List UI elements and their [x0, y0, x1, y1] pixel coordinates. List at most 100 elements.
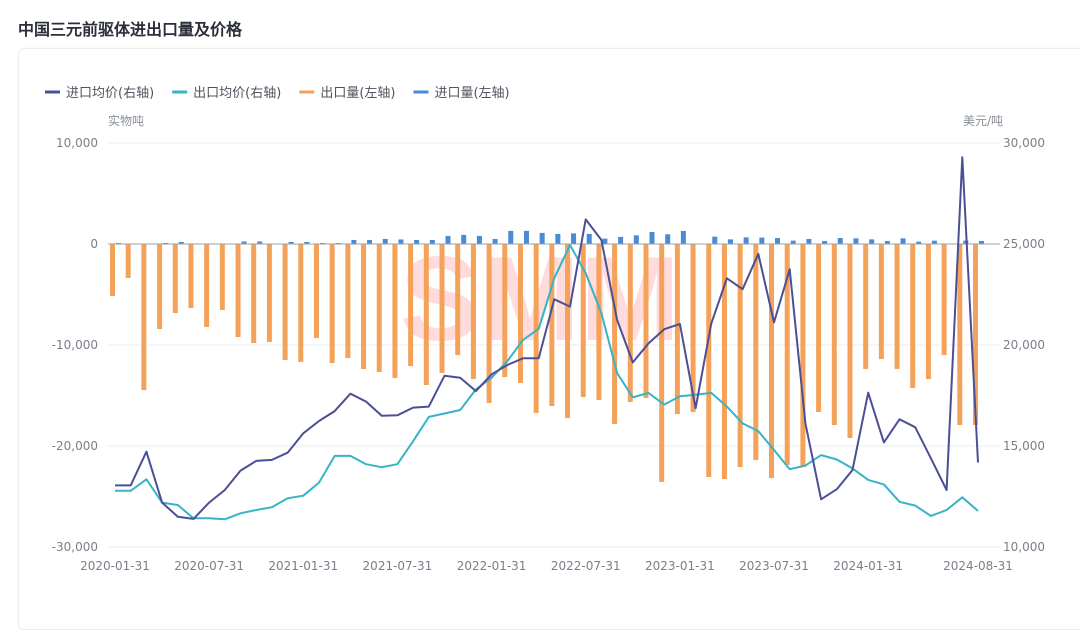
export-volume-bar	[266, 244, 272, 342]
page-title: 中国三元前驱体进出口量及价格	[18, 20, 243, 39]
x-tick-label: 2022-01-31	[457, 559, 527, 573]
import-volume-bar	[633, 235, 639, 244]
export-volume-bar	[517, 244, 523, 383]
export-volume-bar	[423, 244, 429, 385]
export-volume-bar	[957, 244, 963, 425]
import-volume-bar	[116, 242, 121, 244]
export-volume-bar	[769, 244, 775, 479]
left-tick-label: 0	[90, 237, 98, 251]
export-volume-bar	[188, 244, 194, 309]
import-volume-bar	[680, 230, 686, 244]
right-tick-label: 25,000	[1003, 237, 1045, 251]
x-tick-label: 2024-08-31	[943, 559, 1013, 573]
import-volume-bar	[178, 241, 184, 244]
watermark-text: SMM	[400, 232, 680, 366]
x-tick-label: 2024-01-31	[833, 559, 903, 573]
export-volume-bar	[847, 244, 853, 439]
import-volume-bar	[461, 234, 467, 244]
import-volume-bar	[775, 238, 781, 244]
export-volume-bar	[329, 244, 335, 363]
x-tick-label: 2021-01-31	[268, 559, 338, 573]
legend-item-label[interactable]: 出口均价(右轴)	[193, 86, 281, 101]
export-volume-bar	[612, 244, 618, 424]
import-volume-bar	[618, 236, 624, 244]
import-volume-bar	[523, 230, 529, 244]
watermark-logo: SMM	[400, 232, 680, 366]
import-volume-bar	[900, 238, 906, 244]
export-volume-bar	[925, 244, 931, 380]
export-volume-bar	[706, 244, 712, 478]
left-tick-label: -20,000	[52, 439, 98, 453]
x-tick-label: 2023-01-31	[645, 559, 715, 573]
import-volume-bar	[916, 241, 922, 244]
export-volume-bar	[894, 244, 900, 369]
import-volume-bar	[398, 239, 404, 244]
import-volume-bar	[649, 231, 655, 244]
import-volume-bar	[743, 237, 749, 244]
import-volume-bar	[163, 242, 169, 244]
export-volume-bar	[110, 244, 115, 297]
legend-item-label[interactable]: 进口均价(右轴)	[66, 86, 154, 101]
export-volume-bar	[470, 244, 476, 380]
export-volume-bar	[565, 244, 571, 419]
export-volume-bar	[125, 244, 131, 278]
export-volume-bar	[282, 244, 288, 360]
legend: 进口均价(右轴) 出口均价(右轴) 出口量(左轴) 进口量(左轴)	[45, 86, 510, 101]
import-volume-bar	[806, 238, 812, 244]
export-volume-bar	[392, 244, 398, 379]
import-volume-bar	[335, 242, 341, 244]
import-volume-bar	[931, 240, 937, 244]
export-volume-bar	[376, 244, 382, 372]
lines	[115, 156, 979, 521]
import-volume-bar	[822, 240, 828, 244]
export-volume-bar	[910, 244, 916, 389]
export-volume-bar	[157, 244, 163, 330]
import-volume-bar	[712, 236, 718, 244]
x-tick-label: 2023-07-31	[739, 559, 809, 573]
legend-item-label[interactable]: 出口量(左轴)	[320, 86, 395, 101]
import-volume-bar	[571, 233, 577, 244]
export-volume-bar	[863, 244, 869, 369]
export-volume-bar	[251, 244, 257, 343]
right-axis-unit: 美元/吨	[963, 114, 1003, 128]
export-volume-bar	[204, 244, 210, 328]
import-volume-bar	[759, 237, 765, 244]
export-volume-bar	[753, 244, 759, 460]
import-price-line	[115, 156, 979, 520]
legend-item-label[interactable]: 进口量(左轴)	[434, 86, 509, 101]
export-volume-bar	[690, 244, 696, 412]
export-volume-bar	[361, 244, 367, 370]
export-volume-bar	[219, 244, 225, 310]
right-tick-label: 15,000	[1003, 439, 1045, 453]
export-volume-bar	[816, 244, 822, 412]
import-volume-bar	[367, 239, 373, 244]
import-volume-bar	[304, 241, 310, 244]
export-volume-bar	[737, 244, 743, 468]
import-volume-bar	[869, 239, 875, 244]
import-volume-bar	[555, 233, 561, 244]
import-volume-bar	[288, 241, 294, 244]
import-volume-bar	[853, 238, 859, 244]
right-tick-label: 10,000	[1003, 540, 1045, 554]
import-volume-bar	[257, 241, 263, 244]
import-volume-bar	[414, 239, 420, 244]
export-volume-bar	[973, 244, 978, 425]
import-volume-bar	[665, 234, 671, 244]
export-volume-bar	[643, 244, 649, 399]
left-axis-unit: 实物吨	[108, 113, 144, 128]
right-tick-label: 20,000	[1003, 338, 1045, 352]
export-volume-bar	[800, 244, 806, 468]
export-volume-bar	[674, 244, 680, 414]
left-tick-label: -10,000	[52, 338, 98, 352]
export-volume-bar	[455, 244, 461, 356]
export-volume-bar	[878, 244, 884, 360]
export-price-line	[115, 244, 979, 521]
export-volume-bar	[580, 244, 586, 398]
import-volume-bar	[382, 238, 388, 244]
x-tick-label: 2022-07-31	[551, 559, 621, 573]
export-volume-bar	[345, 244, 351, 359]
left-tick-label: -30,000	[52, 540, 98, 554]
import-volume-bar	[492, 238, 498, 244]
x-tick-label: 2021-07-31	[363, 559, 433, 573]
